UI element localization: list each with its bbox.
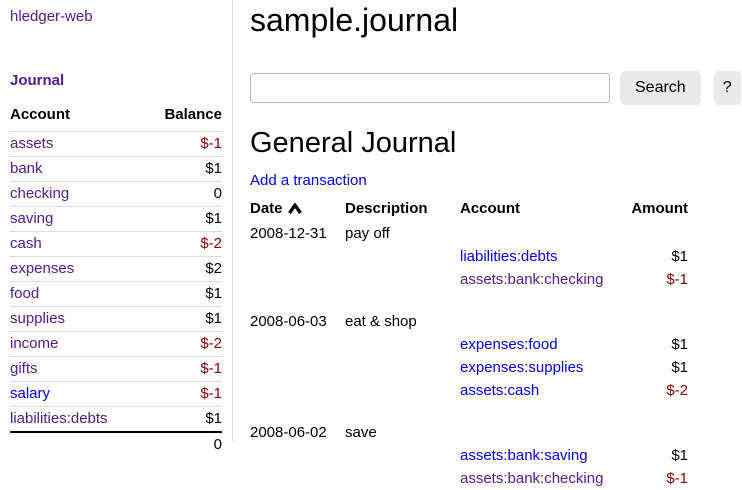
account-balance: $1: [143, 281, 222, 307]
account-balance: $1: [143, 306, 222, 332]
account-link-gifts[interactable]: gifts: [10, 360, 38, 377]
account-row: salary $-1: [10, 381, 222, 407]
column-header-description: Description: [345, 200, 428, 217]
posting-account-link[interactable]: assets:cash: [460, 382, 540, 399]
posting-amount: $1: [671, 336, 688, 353]
posting-amount: $-1: [666, 470, 688, 487]
main-content: sample.journal Search ? General Journal …: [250, 0, 742, 490]
transaction: 2008-06-03 eat & shop expenses:food $1 e…: [250, 310, 688, 402]
accounts-total-balance: 0: [143, 431, 222, 457]
accounts-header-account: Account: [10, 106, 70, 123]
account-link-food[interactable]: food: [10, 285, 40, 302]
posting-row: expenses:supplies $1: [250, 356, 688, 379]
posting-amount: $-2: [666, 382, 688, 399]
account-row: checking 0: [10, 181, 222, 207]
account-link-saving[interactable]: saving: [10, 210, 54, 227]
account-balance: $1: [143, 206, 222, 232]
account-row: bank $1: [10, 156, 222, 182]
account-link-bank[interactable]: bank: [10, 160, 43, 177]
posting-amount: $1: [671, 248, 688, 265]
account-row: assets $-1: [10, 131, 222, 157]
posting-account-link[interactable]: assets:bank:checking: [460, 271, 604, 288]
column-header-account: Account: [460, 200, 520, 217]
account-row: liabilities:debts $1: [10, 406, 222, 432]
page-title: sample.journal: [250, 2, 459, 38]
search-form: Search ?: [250, 71, 742, 105]
account-row: saving $1: [10, 206, 222, 232]
posting-amount: $1: [671, 447, 688, 464]
account-link-checking[interactable]: checking: [10, 185, 70, 202]
account-row: expenses $2: [10, 256, 222, 282]
date-header-label: Date: [250, 200, 283, 217]
posting-account-link[interactable]: assets:bank:checking: [460, 470, 604, 487]
transaction: 2008-12-31 pay off liabilities:debts $1 …: [250, 222, 688, 291]
column-header-amount: Amount: [631, 200, 688, 217]
posting-account-link[interactable]: expenses:food: [460, 336, 558, 353]
accounts-header-balance: Balance: [164, 106, 222, 123]
posting-row: expenses:food $1: [250, 333, 688, 356]
account-balance: $1: [143, 406, 222, 432]
account-link-cash[interactable]: cash: [10, 235, 42, 252]
accounts-table: Account Balance assets $-1 bank $1 check…: [10, 100, 222, 457]
search-input[interactable]: [250, 73, 610, 103]
account-row: gifts $-1: [10, 356, 222, 382]
sidebar: hledger-web Journal Account Balance asse…: [0, 0, 233, 457]
journal-header-row: Date Description Account Amount: [250, 198, 688, 220]
account-link-liabilities-debts[interactable]: liabilities:debts: [10, 410, 108, 427]
posting-account-link[interactable]: assets:bank:saving: [460, 447, 588, 464]
posting-row: assets:bank:saving $1: [250, 444, 688, 467]
account-balance: $1: [143, 156, 222, 182]
journal-heading: General Journal: [250, 127, 457, 159]
transaction: 2008-06-02 save assets:bank:saving $1 as…: [250, 421, 688, 490]
transaction-date: 2008-06-02: [250, 424, 327, 441]
posting-amount: $1: [671, 359, 688, 376]
account-row: food $1: [10, 281, 222, 307]
accounts-total-row: 0: [10, 431, 222, 457]
account-balance: $-2: [143, 331, 222, 357]
transaction-description: pay off: [345, 225, 390, 242]
account-link-assets[interactable]: assets: [10, 135, 54, 152]
account-balance: $-1: [143, 131, 222, 157]
transaction-title-row: 2008-06-02 save: [250, 421, 688, 444]
posting-amount: $-1: [666, 271, 688, 288]
account-balance: $2: [143, 256, 222, 282]
account-balance: $-1: [143, 381, 222, 407]
account-link-expenses[interactable]: expenses: [10, 260, 75, 277]
sidebar-journal-heading: Journal: [10, 72, 65, 89]
posting-row: assets:bank:checking $-1: [250, 467, 688, 490]
account-row: cash $-2: [10, 231, 222, 257]
transaction-date: 2008-12-31: [250, 225, 327, 242]
account-link-salary[interactable]: salary: [10, 385, 51, 402]
account-link-supplies[interactable]: supplies: [10, 310, 66, 327]
journal-table: Date Description Account Amount 2008-12-…: [250, 198, 688, 490]
posting-row: liabilities:debts $1: [250, 245, 688, 268]
transaction-description: eat & shop: [345, 313, 417, 330]
account-link-income[interactable]: income: [10, 335, 59, 352]
transaction-date: 2008-06-03: [250, 313, 327, 330]
help-button[interactable]: ?: [713, 71, 741, 105]
chevron-up-icon: [287, 201, 302, 218]
brand-link[interactable]: hledger-web: [10, 8, 93, 25]
column-header-date[interactable]: Date: [250, 198, 345, 220]
account-balance: $-2: [143, 231, 222, 257]
transaction-description: save: [345, 424, 377, 441]
transaction-title-row: 2008-06-03 eat & shop: [250, 310, 688, 333]
transaction-title-row: 2008-12-31 pay off: [250, 222, 688, 245]
posting-account-link[interactable]: expenses:supplies: [460, 359, 584, 376]
account-row: supplies $1: [10, 306, 222, 332]
account-row: income $-2: [10, 331, 222, 357]
account-balance: $-1: [143, 356, 222, 382]
posting-row: assets:bank:checking $-1: [250, 268, 688, 291]
search-button[interactable]: Search: [620, 71, 701, 105]
posting-row: assets:cash $-2: [250, 379, 688, 402]
add-transaction-link[interactable]: Add a transaction: [250, 172, 367, 189]
account-balance: 0: [143, 181, 222, 207]
posting-account-link[interactable]: liabilities:debts: [460, 248, 558, 265]
